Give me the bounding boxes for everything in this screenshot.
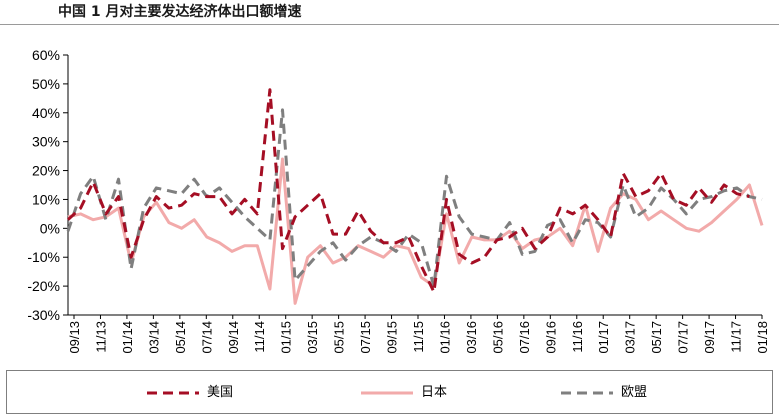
x-tick-label: 03/15 [305,321,320,354]
y-tick-label: 10% [32,191,60,207]
legend-label-us: 美国 [207,385,234,400]
series-line-0 [66,88,750,294]
x-tick-label: 01/14 [120,321,135,354]
chart-axes [67,55,762,316]
y-tick-label: 40% [32,105,60,121]
y-tick-label: 50% [32,76,60,92]
x-tick-label: 09/15 [385,321,400,354]
y-tick-label: 0% [40,220,60,236]
x-tick-label: 01/18 [755,321,770,354]
y-tick-label: 20% [32,163,60,179]
x-tick-label: 09/13 [67,321,82,354]
x-tick-label: 11/14 [252,321,267,353]
x-tick-label: 11/15 [411,321,426,353]
legend-label-japan: 日本 [421,385,448,400]
y-tick-label: -30% [27,307,60,323]
x-tick-label: 01/15 [279,321,294,354]
x-tick-label: 11/17 [729,321,744,353]
y-axis-ticks: 60% 50% 40% 30% 20% 10% 0% -10% -20% -30% [27,47,68,323]
x-axis-ticks: 09/13 11/13 01/14 03/14 05/14 07/14 09/14 11/14… [67,315,770,354]
x-tick-label: 01/17 [596,321,611,354]
y-tick-label: -10% [27,249,60,265]
x-tick-label: 05/17 [649,321,664,354]
x-tick-label: 07/17 [676,321,691,354]
x-tick-label: 07/15 [358,321,373,354]
series-line-2 [66,108,763,288]
chart-series [66,88,764,305]
x-tick-label: 03/17 [623,321,638,354]
legend-swatch-us [147,391,199,395]
chart-legend: 美国 日本 欧盟 [6,370,773,414]
x-tick-label: 05/16 [490,321,505,354]
x-tick-label: 05/14 [173,321,188,354]
title-divider [0,24,779,25]
legend-label-eu: 欧盟 [621,385,648,400]
x-tick-label: 09/16 [543,321,558,354]
y-tick-label: 60% [32,47,60,63]
x-tick-label: 09/14 [226,321,241,354]
x-tick-label: 03/14 [146,321,161,354]
series-line-1 [67,157,764,305]
x-tick-label: 05/15 [332,321,347,354]
line-chart: 60% 50% 40% 30% 20% 10% 0% -10% -20% -30% 09/13 11… [27,47,770,354]
x-tick-label: 07/16 [517,321,532,354]
y-tick-label: 30% [32,134,60,150]
x-tick-label: 07/14 [199,321,214,354]
y-tick-label: -20% [27,278,60,294]
x-tick-label: 01/16 [437,321,452,354]
x-tick-label: 11/16 [570,321,585,353]
x-tick-label: 03/16 [464,321,479,354]
chart-title: 中国 1 月对主要发达经济体出口额增速 [58,4,302,20]
legend-swatch-japan [361,391,413,395]
legend-swatch-eu [561,391,613,395]
x-tick-label: 11/13 [93,321,108,353]
x-tick-label: 09/17 [702,321,717,354]
